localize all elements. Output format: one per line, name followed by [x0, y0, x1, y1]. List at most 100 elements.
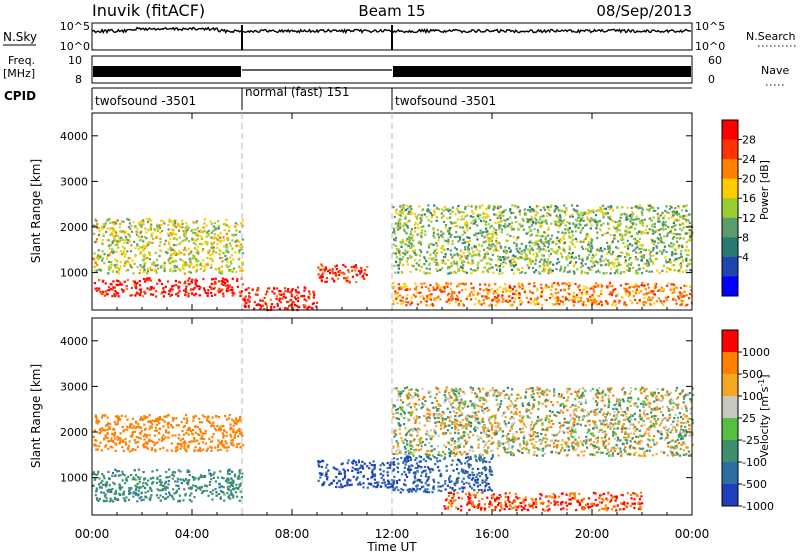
data-cell [410, 208, 412, 210]
data-cell [447, 294, 449, 296]
data-cell [596, 249, 598, 251]
data-cell [150, 478, 152, 480]
data-cell [482, 482, 484, 484]
data-cell [400, 288, 402, 290]
data-cell [276, 295, 278, 297]
data-cell [162, 288, 164, 290]
data-cell [552, 241, 554, 243]
data-cell [229, 473, 231, 475]
data-cell [487, 271, 489, 273]
data-cell [173, 238, 175, 240]
data-cell [107, 417, 109, 419]
data-cell [168, 431, 170, 433]
data-cell [107, 437, 109, 439]
data-cell [109, 478, 111, 480]
data-cell [429, 471, 431, 473]
data-cell [671, 254, 673, 256]
data-cell [548, 213, 550, 215]
data-cell [442, 248, 444, 250]
data-cell [339, 471, 341, 473]
data-cell [236, 443, 238, 445]
data-cell [584, 272, 586, 274]
data-cell [589, 288, 591, 290]
data-cell [313, 296, 315, 298]
data-cell [182, 260, 184, 262]
data-cell [176, 446, 178, 448]
data-cell [562, 236, 564, 238]
data-cell [168, 476, 170, 478]
data-cell [608, 264, 610, 266]
data-cell [162, 447, 164, 449]
data-cell [417, 303, 419, 305]
data-cell [539, 235, 541, 237]
data-cell [624, 213, 626, 215]
data-cell [607, 260, 609, 262]
data-cell [477, 232, 479, 234]
data-cell [683, 227, 685, 229]
station-title: Inuvik (fitACF) [92, 1, 205, 20]
data-cell [631, 235, 633, 237]
data-cell [677, 296, 679, 298]
data-cell [248, 306, 250, 308]
data-cell [182, 267, 184, 269]
data-cell [95, 440, 97, 442]
data-cell [611, 285, 613, 287]
data-cell [101, 449, 103, 451]
data-cell [326, 277, 328, 279]
data-cell [649, 303, 651, 305]
data-cell [220, 442, 222, 444]
data-cell [135, 287, 137, 289]
data-cell [120, 250, 122, 252]
data-cell [666, 235, 668, 237]
data-cell [393, 468, 395, 470]
data-cell [529, 261, 531, 263]
data-cell [429, 268, 431, 270]
data-cell [204, 432, 206, 434]
data-cell [96, 497, 98, 499]
data-cell [108, 245, 110, 247]
data-cell [164, 487, 166, 489]
data-cell [150, 494, 152, 496]
data-cell [380, 473, 382, 475]
data-cell [209, 484, 211, 486]
data-cell [226, 431, 228, 433]
data-cell [661, 253, 663, 255]
data-cell [445, 209, 447, 211]
data-cell [104, 414, 106, 416]
data-cell [312, 303, 314, 305]
data-cell [214, 447, 216, 449]
data-cell [116, 284, 118, 286]
data-cell [612, 251, 614, 253]
data-cell [101, 242, 103, 244]
freq-label: Freq. [8, 54, 35, 67]
data-cell [652, 290, 654, 292]
data-cell [326, 281, 328, 283]
data-cell [414, 213, 416, 215]
data-cell [563, 219, 565, 221]
data-cell [618, 264, 620, 266]
data-cell [100, 270, 102, 272]
data-cell [616, 206, 618, 208]
data-cell [671, 251, 673, 253]
data-cell [238, 257, 240, 259]
data-cell [210, 450, 212, 452]
data-cell [589, 296, 591, 298]
data-cell [595, 271, 597, 273]
data-cell [188, 434, 190, 436]
data-cell [643, 257, 645, 259]
data-cell [321, 265, 323, 267]
data-cell [234, 251, 236, 253]
data-cell [123, 450, 125, 452]
data-cell [520, 256, 522, 258]
data-cell [644, 297, 646, 299]
data-cell [547, 262, 549, 264]
data-cell [116, 271, 118, 273]
data-cell [559, 215, 561, 217]
data-cell [467, 241, 469, 243]
data-cell [239, 245, 241, 247]
data-cell [122, 291, 124, 293]
data-cell [170, 220, 172, 222]
data-cell [136, 243, 138, 245]
data-cell [532, 221, 534, 223]
data-cell [227, 473, 229, 475]
